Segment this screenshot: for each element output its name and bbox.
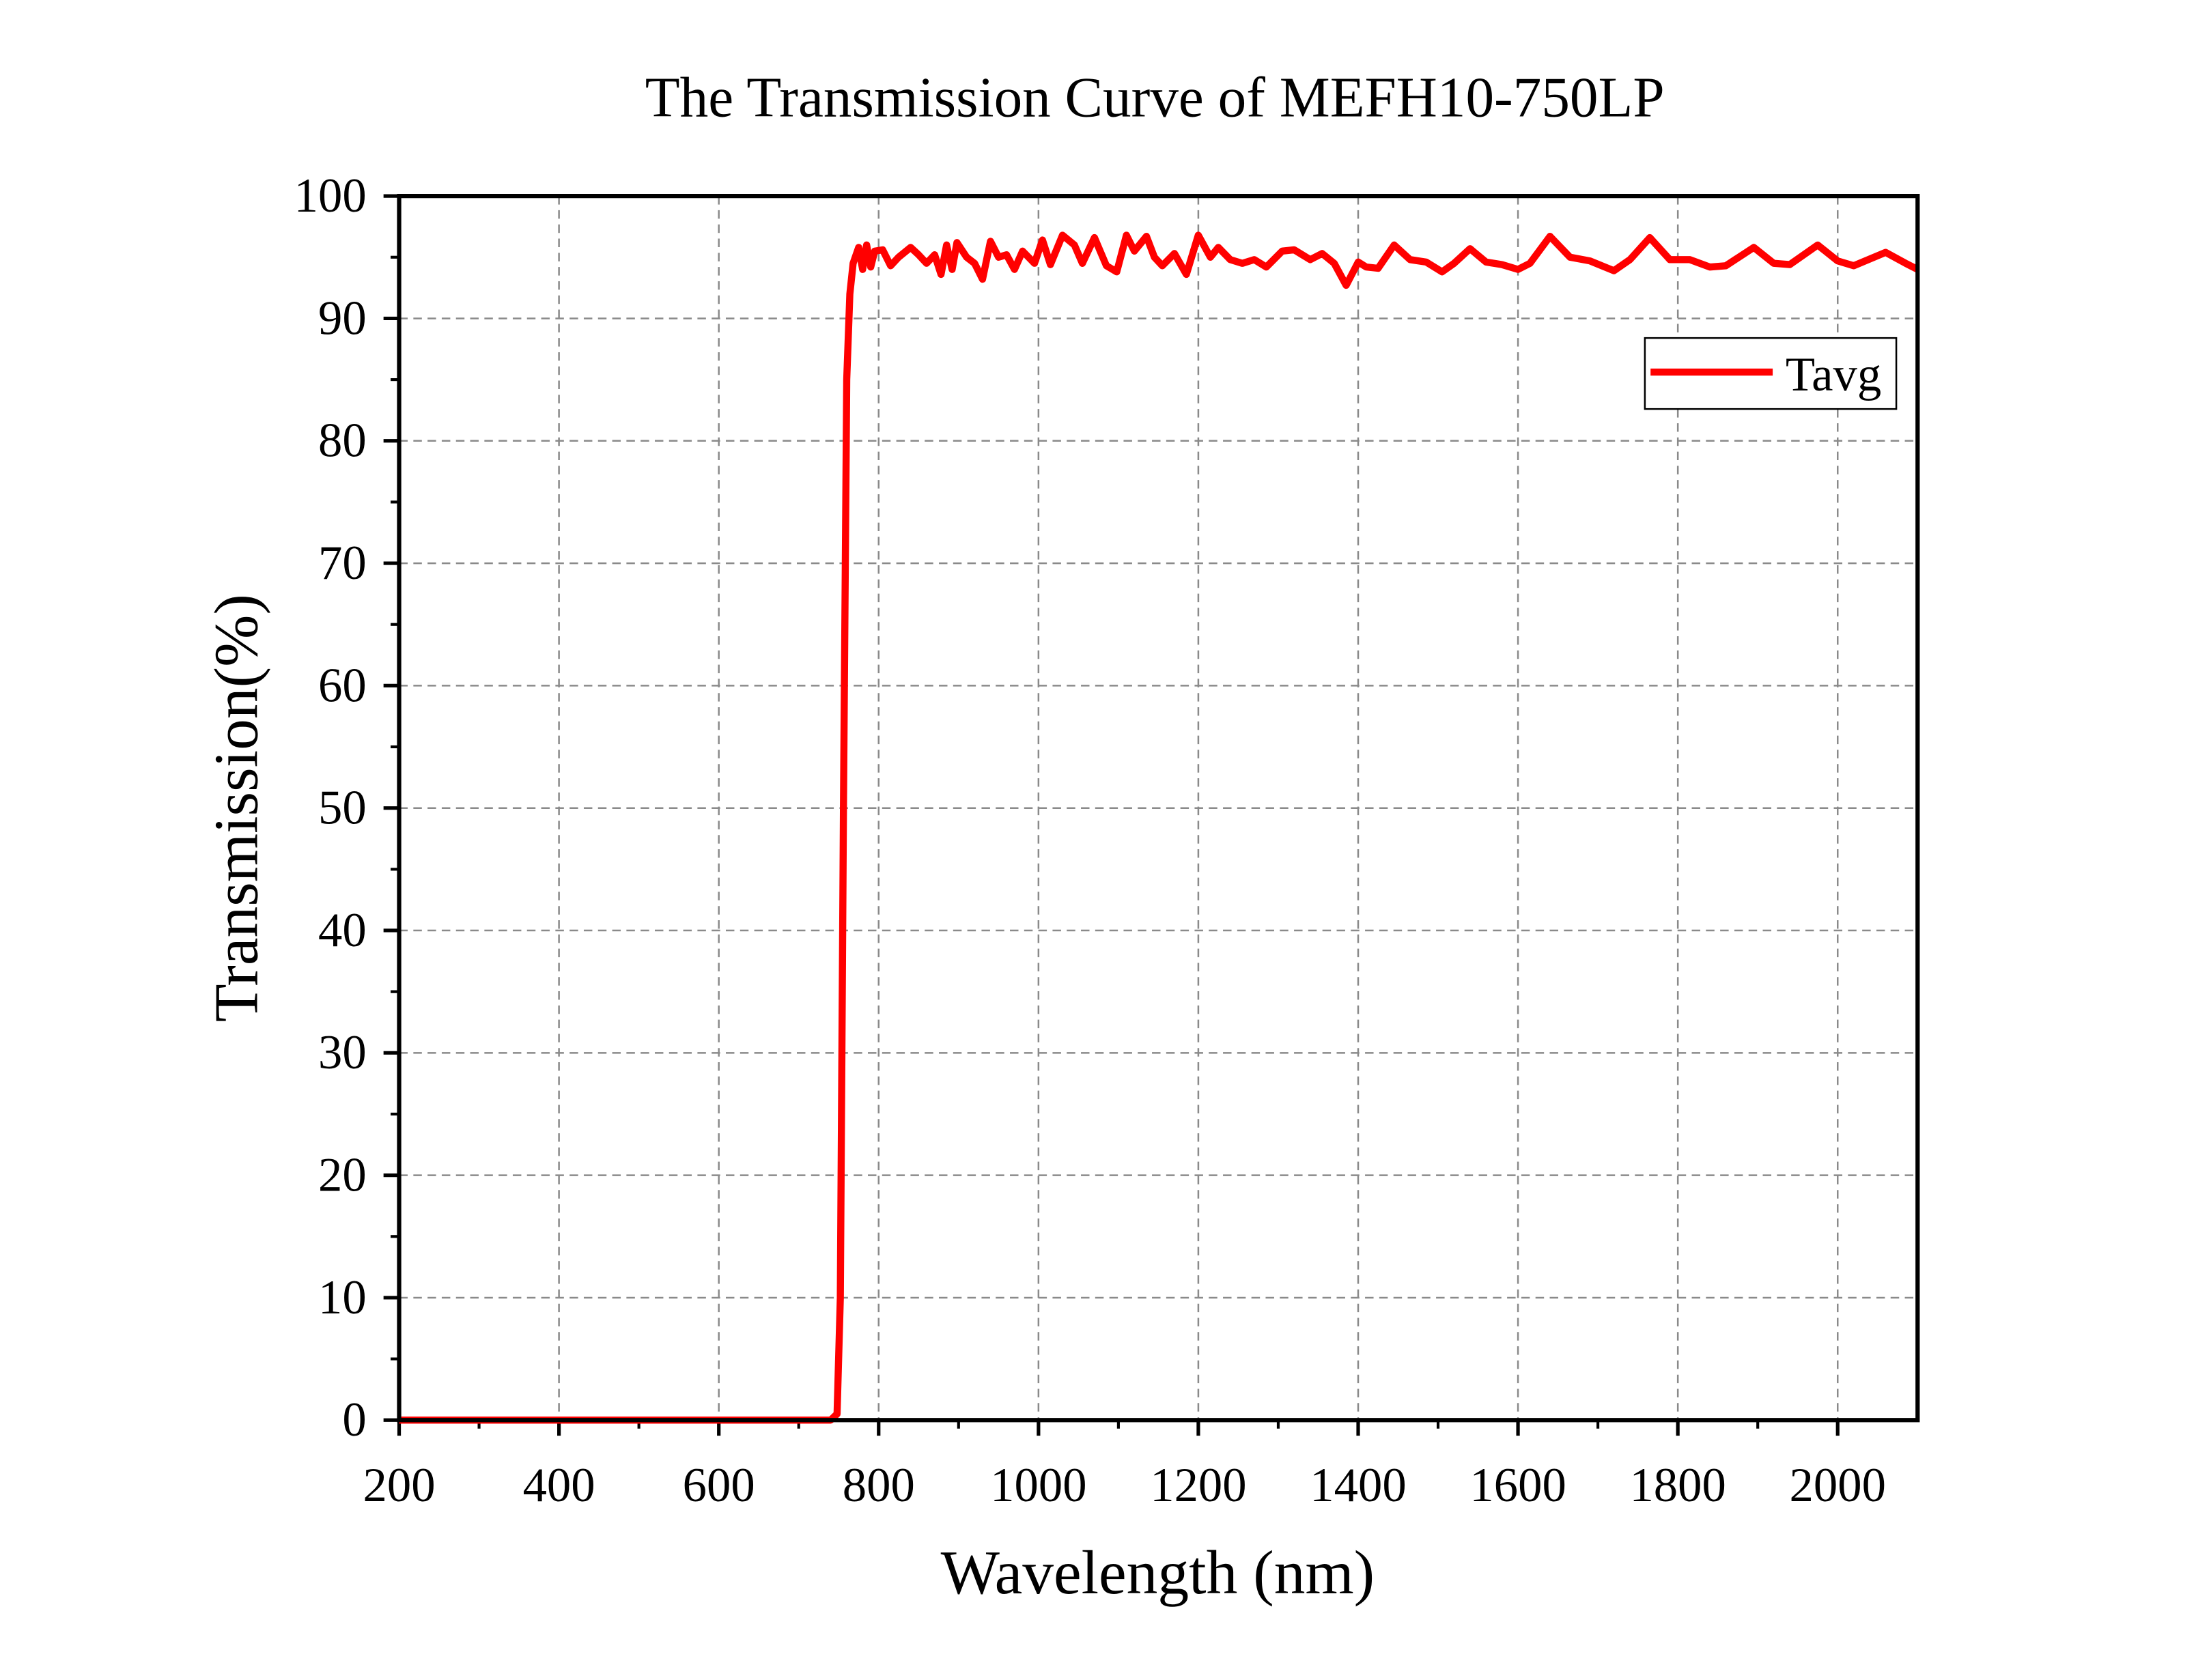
x-tick-label: 800	[843, 1459, 915, 1512]
y-tick-label: 40	[318, 904, 367, 957]
x-tick-label: 1600	[1469, 1459, 1566, 1512]
legend-label-tavg: Tavg	[1786, 348, 1881, 401]
plot-frame	[397, 194, 1920, 1423]
x-tick-label: 1800	[1629, 1459, 1726, 1512]
y-tick-label: 30	[318, 1026, 367, 1079]
y-tick-label: 10	[318, 1271, 367, 1324]
x-tick-label: 1000	[990, 1459, 1086, 1512]
y-tick-label: 70	[318, 537, 367, 590]
y-tick-label: 100	[294, 169, 367, 223]
x-tick-label: 600	[683, 1459, 755, 1512]
y-tick-label: 90	[318, 291, 367, 345]
series-layer	[399, 231, 1919, 1424]
y-tick-label: 80	[318, 414, 367, 468]
y-axis-label: Transmission(%)	[201, 594, 271, 1022]
series-line-tavg	[399, 231, 1919, 1424]
axis-ticks: 200 400 600 800 1000 1200 1400 1600 1800 2000 0 10 2…	[294, 169, 1886, 1512]
y-tick-label: 50	[318, 782, 367, 835]
x-tick-label: 2000	[1790, 1459, 1886, 1512]
x-tick-label: 1200	[1150, 1459, 1246, 1512]
y-tick-label: 60	[318, 659, 367, 712]
x-tick-label: 1400	[1310, 1459, 1406, 1512]
y-tick-label: 0	[342, 1393, 366, 1447]
x-tick-label: 400	[523, 1459, 595, 1512]
y-tick-label: 20	[318, 1149, 367, 1202]
legend: Tavg	[1644, 337, 1898, 410]
chart-title: The Transmission Curve of MEFH10-750LP	[645, 66, 1665, 129]
x-axis-label: Wavelength (nm)	[941, 1537, 1375, 1607]
x-tick-label: 200	[363, 1459, 435, 1512]
